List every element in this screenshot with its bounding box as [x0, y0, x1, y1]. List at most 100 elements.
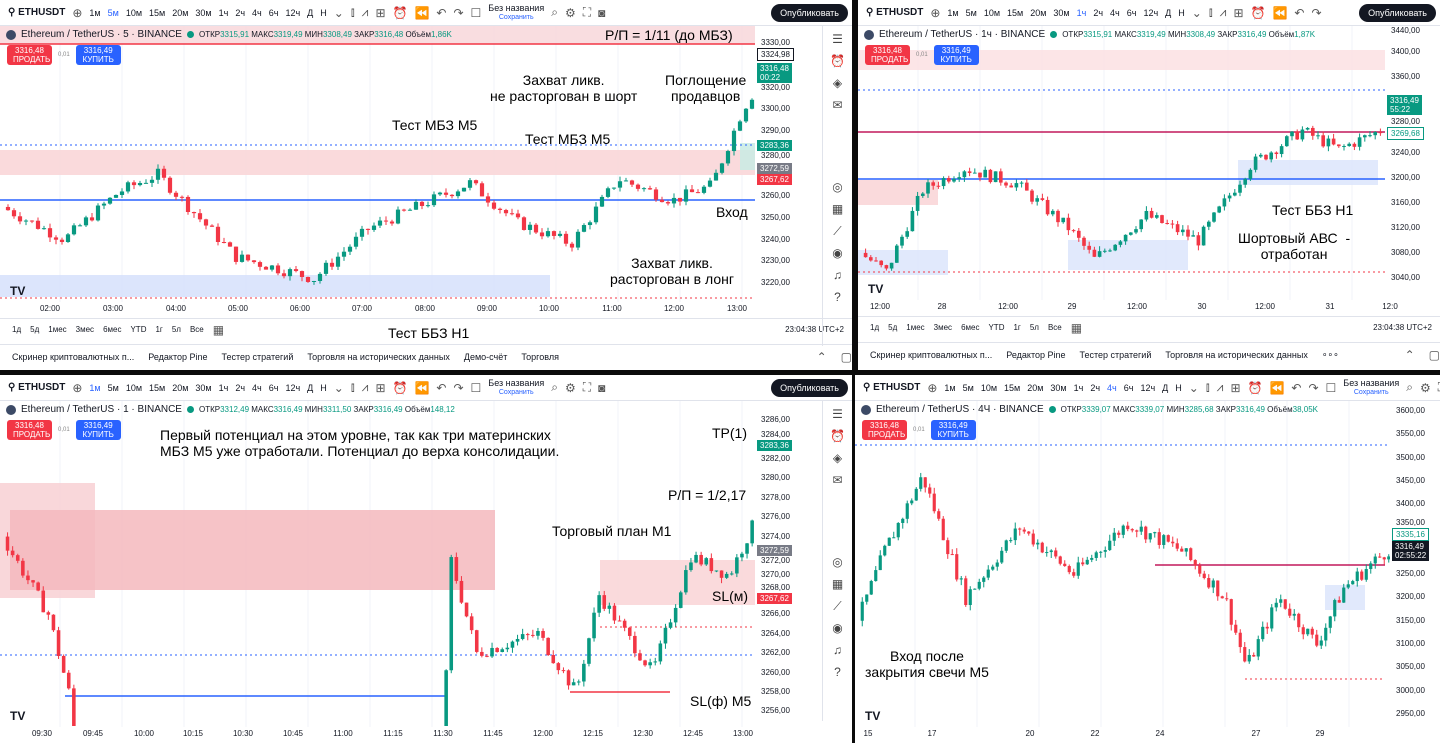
- alert-icon[interactable]: ⏰: [1247, 380, 1263, 395]
- legend-title[interactable]: Ethereum / TetherUS · 1 · BINANCE: [21, 404, 182, 415]
- interval-12[interactable]: Н: [1178, 7, 1185, 18]
- interval-8[interactable]: 4ч: [252, 382, 262, 393]
- symbol-search-button[interactable]: ⚲ ETHUSDT: [866, 7, 923, 18]
- interval-5[interactable]: 30м: [195, 7, 212, 18]
- interval-8[interactable]: 4ч: [1110, 7, 1120, 18]
- redo-icon[interactable]: ↷: [1308, 380, 1319, 395]
- price-axis[interactable]: 3600,00 3550,00 3500,00 3450,00 3400,00 3350,…: [1390, 401, 1440, 727]
- buy-button[interactable]: 3316,49 КУПИТЬ: [933, 45, 979, 65]
- symbol-search-button[interactable]: ⚲ ETHUSDT: [8, 382, 65, 393]
- templates-icon[interactable]: ⊞: [375, 380, 386, 395]
- range-6[interactable]: 1г: [1013, 323, 1021, 332]
- layout-checkbox-icon[interactable]: ☐: [470, 5, 482, 20]
- interval-2[interactable]: 10м: [125, 7, 143, 18]
- time-axis[interactable]: 12:00 28 12:00 29 12:00 30 12:00 31 12:0: [858, 302, 1398, 316]
- undo-icon[interactable]: ↶: [1294, 5, 1305, 20]
- layout-name-button[interactable]: Без названия Сохранить: [488, 3, 544, 22]
- interval-6[interactable]: 1ч: [218, 382, 229, 393]
- sell-button[interactable]: 3316,48 ПРОДАТЬ: [865, 45, 910, 65]
- chat-icon[interactable]: ✉: [832, 98, 843, 112]
- range-2[interactable]: 1мес: [48, 325, 67, 334]
- camera-icon[interactable]: ◙: [598, 380, 606, 395]
- range-1[interactable]: 5д: [30, 325, 40, 334]
- templates-icon[interactable]: ⊞: [375, 5, 386, 20]
- add-symbol-icon[interactable]: ⊕: [72, 380, 83, 395]
- fullscreen-icon[interactable]: ⛶: [582, 380, 592, 394]
- help-icon[interactable]: ?: [834, 665, 841, 679]
- interval-3[interactable]: 15м: [1004, 382, 1021, 393]
- buy-button[interactable]: 3316,49 КУПИТЬ: [930, 420, 976, 440]
- watchlist-icon[interactable]: ☰: [832, 407, 843, 421]
- quick-search-icon[interactable]: ⌕: [551, 380, 558, 394]
- interval-12[interactable]: Н: [320, 7, 327, 18]
- chart-icon[interactable]: ⟋: [833, 224, 842, 238]
- sell-button[interactable]: 3316,48 ПРОДАТЬ: [7, 45, 52, 65]
- chart-icon[interactable]: ⟋: [833, 599, 842, 613]
- help-icon[interactable]: ?: [834, 290, 841, 304]
- range-7[interactable]: 5л: [1029, 323, 1039, 332]
- replay-icon[interactable]: ⏪: [414, 5, 430, 20]
- layout-name-button[interactable]: Без названия Сохранить: [1343, 378, 1399, 397]
- undo-icon[interactable]: ↶: [436, 5, 447, 20]
- alert-icon[interactable]: ⏰: [392, 380, 408, 395]
- maximize-icon[interactable]: ▢: [1428, 347, 1440, 362]
- interval-7[interactable]: 2ч: [1093, 7, 1104, 18]
- interval-11[interactable]: Д: [1162, 382, 1169, 393]
- broadcast-icon[interactable]: ◉: [832, 621, 843, 635]
- range-0[interactable]: 1д: [12, 325, 22, 334]
- interval-4[interactable]: 20м: [1027, 382, 1044, 393]
- interval-1[interactable]: 5м: [965, 7, 977, 18]
- bottom-tab-3[interactable]: Торговля на исторических данных: [1165, 349, 1308, 360]
- interval-6[interactable]: 1ч: [1076, 7, 1087, 18]
- settings-icon[interactable]: ⚙: [1419, 380, 1431, 395]
- interval-9[interactable]: 6ч: [1123, 382, 1134, 393]
- interval-10[interactable]: 12ч: [285, 382, 301, 393]
- range-4[interactable]: 6мес: [103, 325, 122, 334]
- range-0[interactable]: 1д: [870, 323, 880, 332]
- indicators-icon[interactable]: ⩘: [1216, 380, 1224, 394]
- sell-button[interactable]: 3316,48 ПРОДАТЬ: [862, 420, 907, 440]
- interval-10[interactable]: 12ч: [1143, 7, 1159, 18]
- interval-4[interactable]: 20м: [172, 7, 189, 18]
- range-1[interactable]: 5д: [888, 323, 898, 332]
- target-icon[interactable]: ◎: [832, 180, 843, 194]
- layers-icon[interactable]: ◈: [832, 76, 843, 90]
- legend-title[interactable]: Ethereum / TetherUS · 4Ч · BINANCE: [876, 404, 1044, 415]
- interval-1[interactable]: 5м: [107, 382, 119, 393]
- range-7[interactable]: 5л: [171, 325, 181, 334]
- chevron-down-icon[interactable]: ⌄: [333, 5, 344, 20]
- bottom-tab-3[interactable]: Торговля на исторических данных: [307, 351, 450, 362]
- fullscreen-icon[interactable]: ⛶: [582, 5, 592, 19]
- buy-button[interactable]: 3316,49 КУПИТЬ: [75, 420, 121, 440]
- add-symbol-icon[interactable]: ⊕: [927, 380, 938, 395]
- camera-icon[interactable]: ◙: [598, 5, 606, 20]
- settings-icon[interactable]: ⚙: [564, 380, 576, 395]
- layout-checkbox-icon[interactable]: ☐: [1325, 380, 1337, 395]
- interval-7[interactable]: 2ч: [235, 382, 246, 393]
- interval-11[interactable]: Д: [307, 382, 314, 393]
- interval-9[interactable]: 6ч: [268, 7, 279, 18]
- bottom-tab-4[interactable]: ∘∘∘: [1321, 349, 1339, 359]
- settings-icon[interactable]: ⚙: [564, 5, 576, 20]
- target-icon[interactable]: ◎: [832, 555, 843, 569]
- candle-type-icon[interactable]: ⫾: [350, 380, 355, 394]
- interval-9[interactable]: 6ч: [1126, 7, 1137, 18]
- interval-3[interactable]: 15м: [1007, 7, 1024, 18]
- add-symbol-icon[interactable]: ⊕: [930, 5, 941, 20]
- range-3[interactable]: 3мес: [75, 325, 95, 334]
- range-5[interactable]: YTD: [988, 323, 1005, 332]
- interval-7[interactable]: 2ч: [235, 7, 246, 18]
- replay-icon[interactable]: ⏪: [1272, 5, 1288, 20]
- goto-date-icon[interactable]: ▦: [1070, 320, 1083, 335]
- chevron-up-icon[interactable]: ⌃: [1404, 347, 1415, 362]
- broadcast-icon[interactable]: ◉: [832, 246, 843, 260]
- interval-5[interactable]: 30м: [1050, 382, 1067, 393]
- interval-2[interactable]: 10м: [983, 7, 1001, 18]
- bottom-tab-1[interactable]: Редактор Pine: [1006, 349, 1066, 360]
- interval-10[interactable]: 12ч: [1140, 382, 1156, 393]
- goto-date-icon[interactable]: ▦: [212, 322, 225, 337]
- time-axis[interactable]: 15 17 20 22 24 27 29: [855, 729, 1390, 743]
- symbol-search-button[interactable]: ⚲ ETHUSDT: [8, 7, 65, 18]
- chevron-down-icon[interactable]: ⌄: [1188, 380, 1199, 395]
- price-axis[interactable]: 3330,00 3320,00 3300,00 3290,00 3280,00 3260,…: [755, 26, 817, 302]
